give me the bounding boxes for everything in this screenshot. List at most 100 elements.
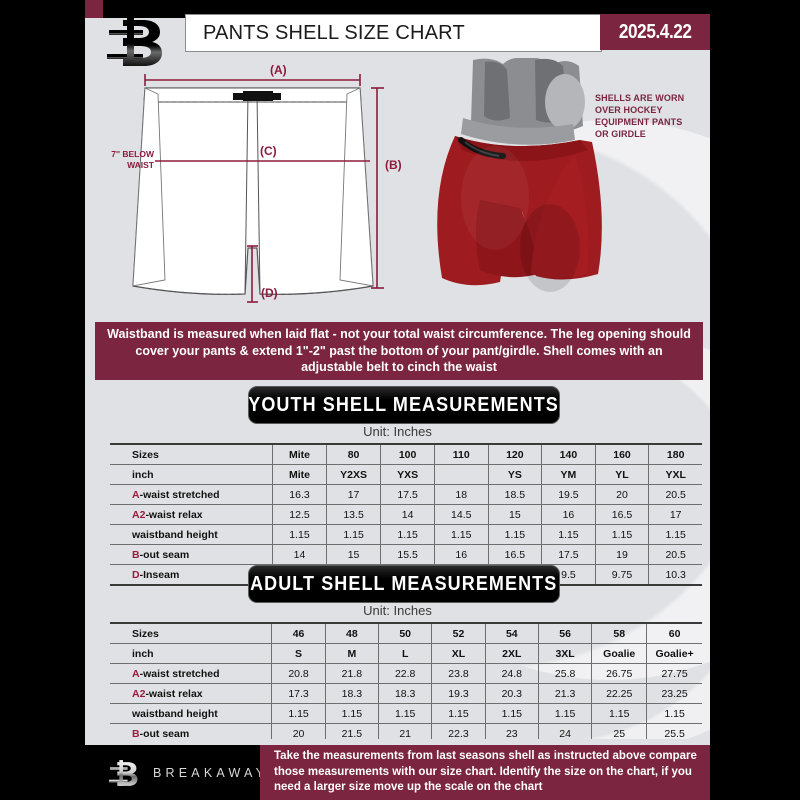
table-cell: 180 <box>648 443 702 465</box>
table-cell: 1.15 <box>272 524 327 545</box>
table-cell: 20 <box>594 484 649 505</box>
table-cell: 22.25 <box>591 683 647 704</box>
header-black-strip <box>103 0 710 18</box>
table-cell: 13.5 <box>325 504 381 525</box>
diagram-label-b: (B) <box>385 158 402 172</box>
youth-measurements-table: Sizes Mite 80 100 110 120 140 160 180 inch Mite Y2X… <box>110 443 702 586</box>
table-cell: XL <box>431 643 486 664</box>
table-cell: 1.15 <box>380 524 435 545</box>
breakaway-b-logo-icon-footer <box>107 758 141 788</box>
row-label-accent: A <box>132 488 140 501</box>
table-cell: 14 <box>272 544 327 565</box>
page-title-text: PANTS SHELL SIZE CHART <box>203 21 465 44</box>
row-label: inch <box>110 464 273 485</box>
row-label: inch <box>110 643 272 664</box>
measurement-info-text: Waistband is measured when laid flat - n… <box>107 327 691 375</box>
page-header: PANTS SHELL SIZE CHART 2025.4.22 <box>85 0 710 66</box>
table-cell: 140 <box>541 443 596 465</box>
table-cell: 50 <box>378 622 432 644</box>
adult-section-title: ADULT SHELL MEASUREMENTS <box>250 572 558 595</box>
table-cell: YL <box>594 464 649 485</box>
table-cell: 20.8 <box>271 663 326 684</box>
table-cell: 17 <box>648 504 702 525</box>
row-label-accent: B <box>132 727 140 740</box>
table-row: A2-waist relax 17.3 18.3 18.3 19.3 20.3 21.3 22… <box>110 683 702 704</box>
table-cell: 15 <box>487 504 542 525</box>
photo-note: SHELLS ARE WORN OVER HOCKEY EQUIPMENT PA… <box>595 93 685 139</box>
row-label-accent: B <box>132 548 140 561</box>
table-cell: 80 <box>325 443 381 465</box>
diagram-waist-note: 7'' BELOW WAIST <box>92 149 154 171</box>
table-cell: 1.15 <box>591 703 647 724</box>
waist-note-line-2: WAIST <box>127 160 154 170</box>
table-cell: YXS <box>380 464 435 485</box>
table-cell: YXL <box>648 464 702 485</box>
youth-table-body: Sizes Mite 80 100 110 120 140 160 180 inch Mite Y2X… <box>110 443 702 586</box>
row-label: A2-waist relax <box>110 504 273 525</box>
table-row: inch S M L XL 2XL 3XL Goalie Goalie+ <box>110 643 702 664</box>
row-label: A-waist stretched <box>110 484 273 505</box>
table-cell: 20.5 <box>648 484 702 505</box>
row-label: Sizes <box>110 443 273 465</box>
table-cell: 14 <box>380 504 435 525</box>
diagram-label-c: (C) <box>260 144 277 158</box>
youth-section-title: YOUTH SHELL MEASUREMENTS <box>248 393 560 416</box>
table-cell: 16 <box>541 504 596 525</box>
table-cell: Mite <box>272 464 327 485</box>
table-cell: 3XL <box>537 643 592 664</box>
table-cell: 15 <box>325 544 381 565</box>
footer-separator <box>85 739 710 745</box>
table-cell: 1.15 <box>484 703 539 724</box>
table-cell: 18.3 <box>324 683 379 704</box>
table-cell: 2XL <box>484 643 539 664</box>
waist-note-line-1: 7'' BELOW <box>111 149 154 159</box>
table-cell: 12.5 <box>272 504 327 525</box>
table-cell: YM <box>541 464 596 485</box>
row-label-accent: A2 <box>132 508 146 521</box>
table-cell: 22.8 <box>378 663 432 684</box>
table-cell: 9.75 <box>594 564 649 586</box>
breakaway-b-logo-icon <box>105 12 167 70</box>
page-footer: BREAKAWAY Take the measurements from las… <box>0 739 800 800</box>
table-cell: 1.15 <box>433 524 489 545</box>
table-row: Sizes Mite 80 100 110 120 140 160 180 <box>110 443 702 465</box>
table-cell: 17.3 <box>271 683 326 704</box>
table-cell: 1.15 <box>646 703 702 724</box>
footer-instruction-block: Take the measurements from last seasons … <box>260 745 710 800</box>
row-label: B-out seam <box>110 544 273 565</box>
table-row: A-waist stretched 20.8 21.8 22.8 23.8 24.8 25.… <box>110 663 702 684</box>
table-row: A-waist stretched 16.3 17 17.5 18 18.5 19.5 20 2… <box>110 484 702 505</box>
table-cell: 18.5 <box>487 484 542 505</box>
table-row: waistband height 1.15 1.15 1.15 1.15 1.15 1.15… <box>110 524 702 545</box>
table-cell: 19.5 <box>541 484 596 505</box>
table-cell: Goalie <box>591 643 647 664</box>
row-label-accent: A <box>132 667 140 680</box>
table-cell: 18.3 <box>378 683 432 704</box>
table-cell: 18 <box>433 484 489 505</box>
table-cell: 1.15 <box>648 524 702 545</box>
table-cell: 54 <box>484 622 539 644</box>
table-row: Sizes 46 48 50 52 54 56 58 60 <box>110 622 702 644</box>
table-row: A2-waist relax 12.5 13.5 14 14.5 15 16 16.5 17 <box>110 504 702 525</box>
table-cell: 17.5 <box>380 484 435 505</box>
row-label: waistband height <box>110 703 272 724</box>
footer-instruction-text: Take the measurements from last seasons … <box>274 750 697 794</box>
row-label: Sizes <box>110 622 272 644</box>
footer-brand-block: BREAKAWAY <box>85 745 264 800</box>
row-label: waistband height <box>110 524 273 545</box>
table-cell: 20.5 <box>648 544 702 565</box>
adult-unit-label: Unit: Inches <box>363 603 432 618</box>
table-cell: 46 <box>271 622 326 644</box>
table-cell: 120 <box>487 443 542 465</box>
table-row: inch Mite Y2XS YXS YS YM YL YXL <box>110 464 702 485</box>
row-label: D-Inseam <box>110 564 273 586</box>
table-cell: 58 <box>591 622 647 644</box>
table-cell: 24.8 <box>484 663 539 684</box>
row-label: A-waist stretched <box>110 663 272 684</box>
table-cell: 48 <box>324 622 379 644</box>
table-cell: 16.3 <box>272 484 327 505</box>
table-row: B-out seam 20 21.5 21 22.3 23 24 25 25.5 <box>110 723 702 744</box>
row-label-accent: A2 <box>132 687 146 700</box>
table-cell: 1.15 <box>325 524 381 545</box>
table-cell: 17.5 <box>541 544 596 565</box>
